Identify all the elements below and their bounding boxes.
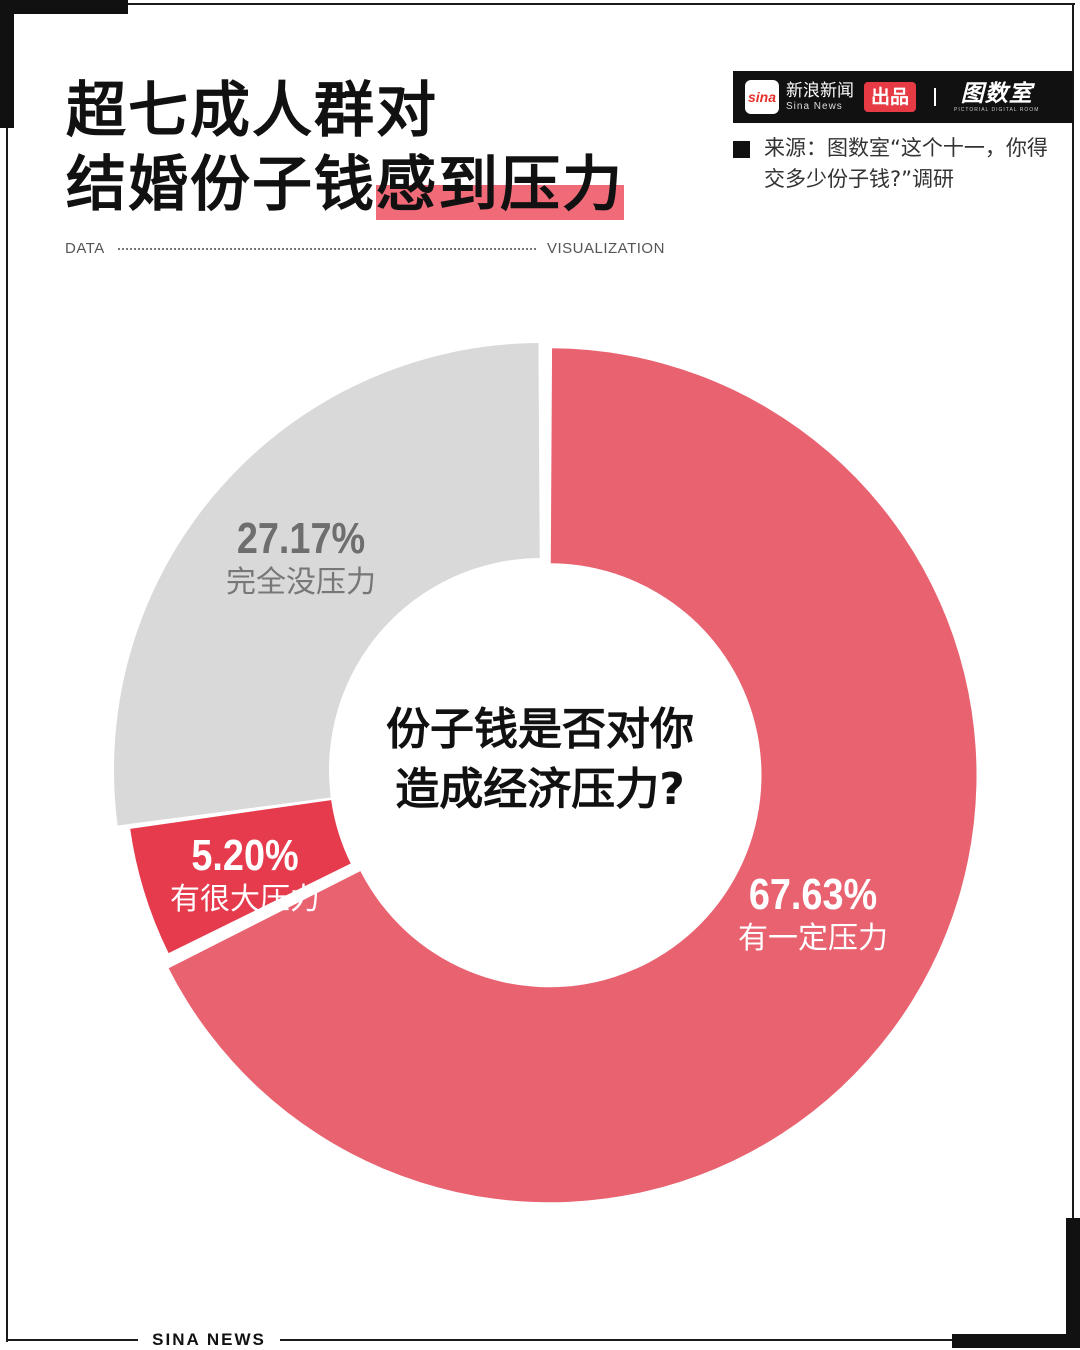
source-bullet-icon [733, 141, 750, 158]
some-pressure-percent: 67.63% [748, 870, 878, 919]
chart-center-question: 份子钱是否对你 造成经济压力? [330, 700, 750, 820]
data-label: DATA [65, 240, 105, 257]
title-line-2-plain: 结婚份子钱 [66, 150, 376, 220]
corner-accent-bottom-right-vertical [1066, 1218, 1080, 1348]
center-question-line-2: 造成经济压力? [395, 764, 685, 815]
no-pressure-percent: 27.17% [236, 514, 366, 563]
donut-slice-big-pressure [130, 800, 351, 954]
big-pressure-category: 有很大压力 [170, 882, 320, 917]
big-pressure-percent: 5.20% [191, 831, 299, 880]
sina-logo-icon: sina [745, 80, 779, 114]
center-question-line-1: 份子钱是否对你 [386, 704, 694, 755]
tushushi-logo: 图数室 PICTORIAL DIGITAL ROOM [954, 81, 1039, 114]
sina-news-wordmark: 新浪新闻 Sina News [786, 81, 854, 113]
brand-logo-bar: sina 新浪新闻 Sina News 出品 图数室 PICTORIAL DIG… [733, 71, 1073, 123]
tushushi-logo-en: PICTORIAL DIGITAL ROOM [954, 106, 1040, 113]
frame-top-line [128, 3, 1075, 5]
donut-slice-some-pressure [168, 348, 977, 1203]
slice-label-some-pressure: 67.63% 有一定压力 [693, 870, 933, 958]
logo-separator [934, 88, 937, 106]
corner-accent-top-left-horizontal [0, 0, 128, 14]
footer-brand: SINA NEWS [138, 1330, 280, 1350]
no-pressure-category: 完全没压力 [226, 565, 376, 600]
brand-name-cn: 新浪新闻 [786, 81, 854, 101]
frame-bottom-line [6, 1339, 956, 1341]
dotted-divider [118, 248, 536, 250]
visualization-label: VISUALIZATION [547, 240, 665, 257]
corner-accent-bottom-right-horizontal [952, 1334, 1080, 1348]
some-pressure-category: 有一定压力 [738, 921, 888, 956]
tushushi-logo-cn: 图数室 [960, 80, 1033, 107]
title-highlight: 感到压力 [376, 150, 624, 220]
title-line-1: 超七成人群对 [66, 76, 438, 146]
title-line-2: 结婚份子钱感到压力 [66, 148, 624, 222]
frame-left-line [6, 120, 8, 1342]
donut-slice-no-pressure [113, 343, 540, 826]
slice-label-big-pressure: 5.20% 有很大压力 [125, 831, 365, 919]
frame-right-line [1072, 3, 1074, 1228]
source-note: 来源：图数室“这个十一，你得交多少份子钱?”调研 [764, 136, 1048, 191]
produced-badge: 出品 [864, 82, 917, 112]
brand-name-en: Sina News [786, 101, 843, 112]
slice-label-no-pressure: 27.17% 完全没压力 [181, 514, 421, 602]
page-title: 超七成人群对 结婚份子钱感到压力 [66, 74, 624, 222]
corner-accent-top-left-vertical [0, 0, 14, 128]
